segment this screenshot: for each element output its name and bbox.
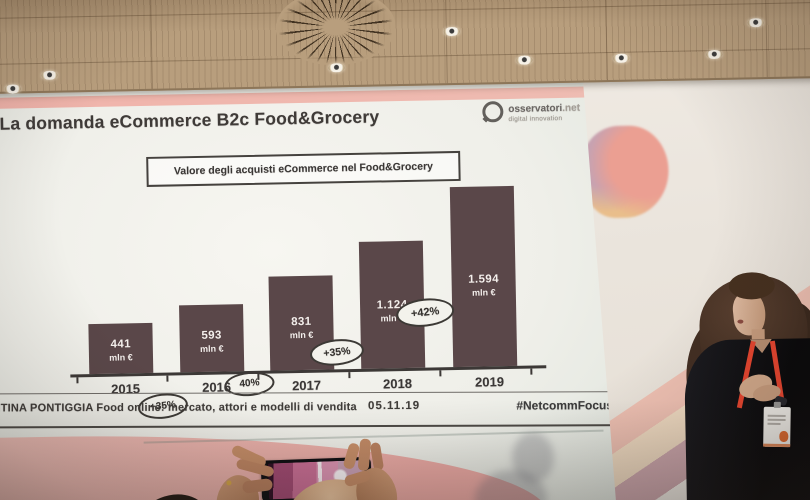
chart-title-box: Valore degli acquisti eCommerce nel Food… [146, 150, 461, 187]
axis-tick [257, 373, 260, 380]
ceiling-seam [444, 0, 448, 84]
bar-2015: 441 mln € [88, 322, 154, 375]
axis-tick [76, 377, 79, 384]
logo-tagline: digital innovation [508, 114, 563, 123]
axis-tick [166, 375, 169, 382]
logo-speech-tail-icon [482, 115, 490, 123]
wall-gradient-blob-decoration [583, 125, 670, 219]
badge-clip [773, 401, 781, 408]
badge-text-line [767, 414, 786, 417]
recessed-light [4, 84, 21, 94]
badge-orange-graphic [779, 430, 789, 443]
axis-tick [439, 370, 442, 377]
bar-2019: 1.594 mln € [449, 185, 518, 368]
badge-text-line [767, 422, 781, 425]
axis-tick [530, 368, 533, 375]
logo-text: osservatori.net digital innovation [508, 99, 580, 124]
ceiling-seam [0, 47, 810, 66]
conference-badge [763, 401, 791, 448]
slide-footer: ENTINA PONTIGGIA Food online: mercato, a… [0, 391, 632, 429]
year-label-2017: 2017 [291, 377, 322, 394]
recessed-light [443, 26, 460, 37]
footer-hashtag: #NetcommFocus [516, 398, 614, 413]
slide-title: La domanda eCommerce B2c Food&Grocery [0, 106, 380, 134]
recessed-light [613, 53, 630, 63]
gold-ring [226, 480, 232, 486]
logo-suffix: .net [562, 102, 581, 114]
axis-tick [348, 372, 351, 379]
badge-orange-strip [763, 443, 791, 448]
recessed-light [41, 70, 58, 80]
bar-value-label: 441 mln € [109, 338, 133, 363]
footer-date: 05.11.19 [368, 399, 421, 413]
footer-author-text: ENTINA PONTIGGIA Food online: mercato, a… [0, 401, 357, 415]
ceiling [0, 0, 810, 95]
recessed-light [328, 63, 345, 73]
bar-value-label: 1.594 mln € [468, 273, 500, 298]
recessed-light [706, 49, 723, 60]
osservatori-logo: osservatori.net digital innovation [482, 99, 580, 124]
ceiling-seam [0, 1, 810, 20]
bar-value-label: 593 mln € [199, 329, 224, 354]
recessed-light [747, 18, 764, 28]
ceiling-seam [149, 0, 153, 89]
projection-screen: La domanda eCommerce B2c Food&Grocery os… [0, 75, 634, 500]
bar-2016: 593 mln € [179, 304, 245, 373]
ceiling-seam [604, 0, 608, 81]
year-label-2018: 2018 [382, 375, 413, 392]
osservatori-logo-icon [482, 101, 504, 123]
recessed-light [516, 55, 533, 65]
ceiling-seam [764, 0, 768, 78]
year-label-2019: 2019 [474, 374, 505, 390]
logo-name: osservatori [508, 102, 563, 115]
logo-name-line: osservatori.net [508, 99, 580, 117]
badge-text-line [767, 418, 786, 421]
bar-value-label: 831 mln € [289, 316, 314, 340]
